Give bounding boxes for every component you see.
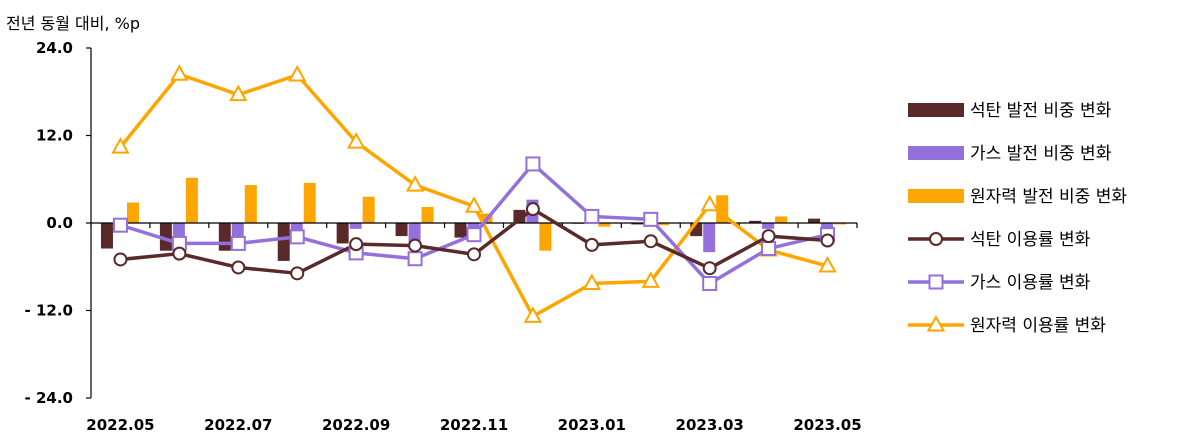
point-0-12 — [820, 233, 835, 248]
x-axis: 2022.05 2022.07 2022.09 2022.11 2023.01 2023.… — [86, 222, 862, 434]
bar-0-0 — [100, 223, 113, 249]
y-axis: 24.0 12.0 0.0 - 12.0 - 24.0 — [25, 39, 92, 407]
y-tick-label: - 12.0 — [25, 302, 73, 320]
legend-marker-0 — [929, 232, 943, 246]
point-2-2 — [229, 84, 248, 102]
point-0-6 — [467, 247, 481, 262]
bar-1-11 — [762, 223, 775, 229]
legend-marker-1 — [928, 274, 944, 290]
point-2-10 — [700, 194, 719, 212]
legend-label-line-1: 가스 이용률 변화 — [970, 273, 1091, 293]
bar-0-1 — [159, 223, 172, 251]
y-tick-label: 0.0 — [46, 214, 73, 232]
legend-label-line-0: 석탄 이용률 변화 — [970, 230, 1091, 250]
point-2-6 — [464, 196, 484, 213]
x-tick-label: 2022.11 — [440, 416, 508, 434]
bar-2-0 — [126, 202, 139, 223]
x-tick-label: 2023.03 — [676, 416, 744, 434]
bar-2-12 — [834, 223, 847, 225]
point-0-7 — [525, 202, 540, 217]
bar-2-9 — [657, 223, 670, 226]
point-0-8 — [584, 237, 599, 252]
legend-label-bar-1: 가스 발전 비중 변화 — [970, 144, 1112, 164]
point-0-11 — [761, 229, 776, 244]
point-0-4 — [349, 237, 364, 252]
legend-marker-2 — [926, 314, 946, 332]
point-1-6 — [466, 227, 482, 243]
bar-0-5 — [395, 223, 408, 237]
point-0-9 — [643, 234, 658, 249]
legend-swatch-bar-1 — [908, 146, 964, 160]
bar-2-5 — [421, 206, 434, 223]
point-1-0 — [112, 217, 128, 233]
point-1-7 — [525, 156, 541, 172]
bar-2-8 — [598, 223, 611, 227]
point-2-1 — [170, 64, 189, 81]
bar-0-11 — [749, 220, 762, 223]
point-2-4 — [346, 132, 366, 149]
legend-swatch-bar-2 — [908, 189, 964, 203]
y-tick-label: - 24.0 — [25, 389, 73, 407]
bar-1-4 — [349, 223, 362, 229]
x-tick-label: 2022.05 — [86, 416, 154, 434]
bar-2-7 — [539, 223, 552, 251]
point-0-10 — [702, 261, 717, 276]
bar-1-10 — [703, 223, 716, 253]
point-1-3 — [289, 229, 305, 245]
bar-2-3 — [303, 182, 316, 223]
point-2-5 — [405, 175, 425, 192]
bar-0-2 — [218, 223, 231, 251]
bar-0-9 — [631, 223, 644, 225]
point-2-7 — [523, 306, 543, 323]
point-0-0 — [113, 252, 128, 267]
line-group — [111, 64, 837, 323]
legend-label-line-2: 원자력 이용률 변화 — [970, 316, 1106, 336]
point-0-5 — [408, 238, 423, 253]
bar-2-4 — [362, 196, 375, 223]
bar-0-6 — [454, 223, 467, 238]
x-tick-label: 2023.05 — [793, 416, 861, 434]
point-1-9 — [643, 211, 659, 227]
x-tick-label: 2022.09 — [322, 416, 390, 434]
bar-0-12 — [808, 218, 821, 223]
y-tick-label: 12.0 — [36, 127, 73, 145]
x-tick-label: 2023.01 — [558, 416, 626, 434]
bar-1-2 — [231, 223, 244, 238]
bar-0-3 — [277, 223, 290, 261]
legend-swatch-bar-0 — [908, 103, 964, 117]
point-2-12 — [818, 255, 837, 273]
y-tick-label: 24.0 — [36, 39, 73, 57]
point-2-3 — [288, 64, 307, 82]
point-0-2 — [231, 260, 246, 275]
point-0-3 — [290, 266, 305, 281]
point-1-11 — [761, 241, 777, 257]
point-2-9 — [641, 271, 660, 288]
bar-2-1 — [185, 177, 198, 223]
point-1-8 — [584, 208, 600, 224]
bar-2-2 — [244, 185, 257, 223]
legend-label-bar-2: 원자력 발전 비중 변화 — [970, 187, 1127, 207]
bar-0-4 — [336, 223, 349, 244]
legend-label-bar-0: 석탄 발전 비중 변화 — [970, 101, 1112, 121]
point-1-10 — [702, 276, 718, 292]
bar-2-11 — [775, 216, 788, 223]
point-1-2 — [230, 235, 246, 251]
unit-label: 전년 동월 대비, %p — [6, 14, 140, 33]
point-1-5 — [407, 251, 423, 267]
x-tick-label: 2022.07 — [204, 416, 272, 434]
point-2-8 — [582, 273, 602, 291]
point-0-1 — [172, 246, 187, 261]
point-2-0 — [111, 137, 130, 154]
